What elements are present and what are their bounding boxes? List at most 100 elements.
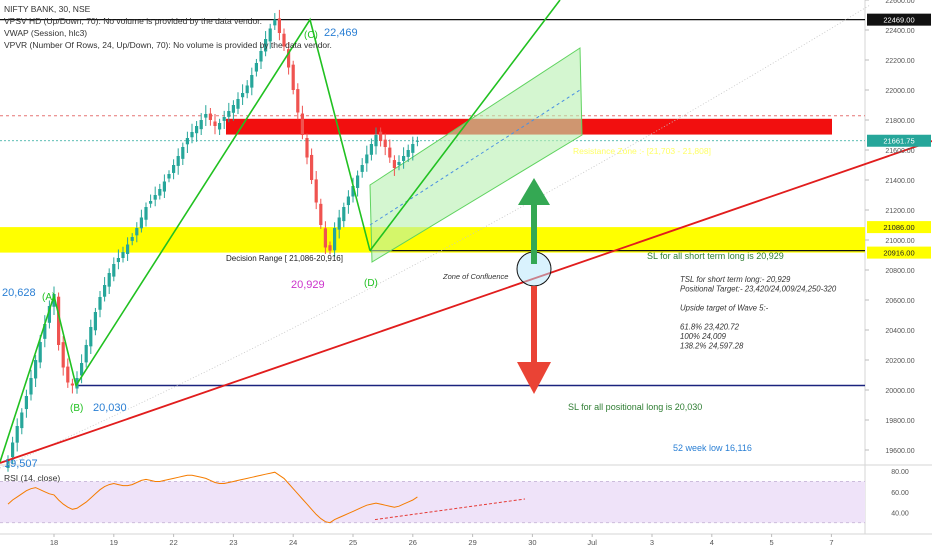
price-tick-label: 21800.00 (885, 118, 914, 125)
sl-positional-label: SL for all positional long is 20,030 (568, 402, 702, 412)
candle-body (369, 144, 373, 155)
candle-body (273, 19, 277, 26)
price-tick-label: 19800.00 (885, 418, 914, 425)
price-tick-label: 22400.00 (885, 28, 914, 35)
indicator-vpvr[interactable]: VPVR (Number Of Rows, 24, Up/Down, 70): … (4, 40, 332, 50)
candle-body (162, 181, 166, 192)
wave-a-label: (A) (42, 292, 55, 303)
price-tick-label: 20400.00 (885, 328, 914, 335)
price-tick-label: 20000.00 (885, 388, 914, 395)
resistance-zone-label: Resistance Zone :- [21,703 - 21,808] (573, 146, 711, 156)
time-tick-label: 18 (50, 538, 58, 547)
candle-body (158, 189, 162, 196)
candle-body (245, 85, 249, 94)
candle-body (259, 51, 263, 62)
wave-d-label: (D) (364, 278, 378, 289)
candle-body (130, 237, 134, 241)
value-label-c: 22,469 (324, 27, 358, 39)
candle-body (126, 244, 130, 254)
confluence-label: Zone of Confluence (442, 272, 508, 281)
rsi-trendline (374, 498, 526, 521)
candle-body (333, 228, 337, 251)
time-tick-label: 22 (169, 538, 177, 547)
price-tick-label: 21600.00 (885, 148, 914, 155)
candle-body (291, 64, 295, 90)
candle-body (323, 228, 327, 248)
candle-body (392, 160, 396, 168)
price-highlight-box (867, 13, 931, 26)
value-label-b: 20,030 (93, 402, 127, 414)
candle-body (61, 342, 65, 368)
rsi-title: RSI (14, close) (4, 473, 60, 483)
candle-body (213, 121, 217, 126)
price-highlight-label: 20916.00 (883, 249, 914, 258)
candle-body (397, 162, 401, 165)
price-highlight-label: 21661.75 (883, 137, 914, 146)
candle-body (351, 186, 355, 197)
rsi-tick-label: 60.00 (891, 490, 909, 497)
note-line: Upside target of Wave 5:- (680, 304, 769, 313)
candle-body (34, 360, 38, 379)
indicator-vwap[interactable]: VWAP (Session, hlc3) (4, 28, 88, 38)
candle-body (268, 28, 272, 42)
price-highlight-box (867, 246, 931, 259)
candle-body (388, 147, 392, 158)
candle-body (103, 285, 107, 297)
candle-body (112, 264, 116, 277)
candle-body (310, 154, 314, 180)
value-label-a: 20,628 (2, 287, 36, 299)
time-tick-label: 5 (770, 538, 774, 547)
value-label-d: 20,929 (291, 279, 325, 291)
candle-body (38, 342, 42, 363)
price-highlight-box (867, 221, 931, 234)
candle-body (43, 324, 47, 339)
candle-body (93, 312, 97, 331)
time-tick-label: 7 (829, 538, 833, 547)
candle-body (328, 245, 332, 251)
candle-body (70, 383, 74, 386)
price-tick-label: 22600.00 (885, 0, 914, 5)
candle-body (172, 165, 176, 173)
candle-body (250, 75, 254, 88)
note-line: TSL for short term long:- 20,929 (680, 275, 791, 284)
decision-range-label: Decision Range [ 21,086-20,916] (226, 254, 343, 263)
symbol-title: NIFTY BANK, 30, NSE (4, 4, 91, 14)
rsi-band (0, 481, 865, 523)
price-tick-label: 20600.00 (885, 298, 914, 305)
candle-body (231, 105, 235, 113)
candle-body (379, 131, 383, 141)
note-line: 100% 24,009 (680, 332, 727, 341)
candle-body (374, 135, 378, 147)
rsi-line (7, 471, 418, 524)
time-tick-label: 19 (110, 538, 118, 547)
candle-body (314, 179, 318, 203)
price-highlight-label: 21086.00 (883, 223, 914, 232)
price-highlight-label: 22469.00 (883, 16, 914, 25)
candle-body (356, 175, 360, 188)
candle-body (149, 201, 153, 204)
time-tick-label: 23 (229, 538, 237, 547)
time-tick-label: 3 (650, 538, 654, 547)
candle-body (337, 217, 341, 230)
decision-range-zone (0, 227, 865, 253)
candle-body (406, 150, 410, 157)
indicator-vpsv[interactable]: VPSV HD (Up/Down, 70): No volume is prov… (4, 16, 262, 26)
price-tick-label: 19600.00 (885, 448, 914, 455)
candle-body (176, 156, 180, 166)
price-tick-label: 21400.00 (885, 178, 914, 185)
candle-body (319, 203, 323, 225)
candle-body (300, 113, 304, 135)
time-tick-label: 4 (710, 538, 714, 547)
candle-body (360, 165, 364, 172)
candle-body (254, 63, 258, 72)
candle-body (121, 252, 125, 258)
candle-body (153, 195, 157, 200)
candle-body (98, 297, 102, 310)
candle-body (342, 207, 346, 222)
candle-body (346, 196, 350, 206)
candle-body (287, 49, 291, 68)
candle-body (218, 123, 222, 130)
up-arrow-head (518, 178, 550, 205)
